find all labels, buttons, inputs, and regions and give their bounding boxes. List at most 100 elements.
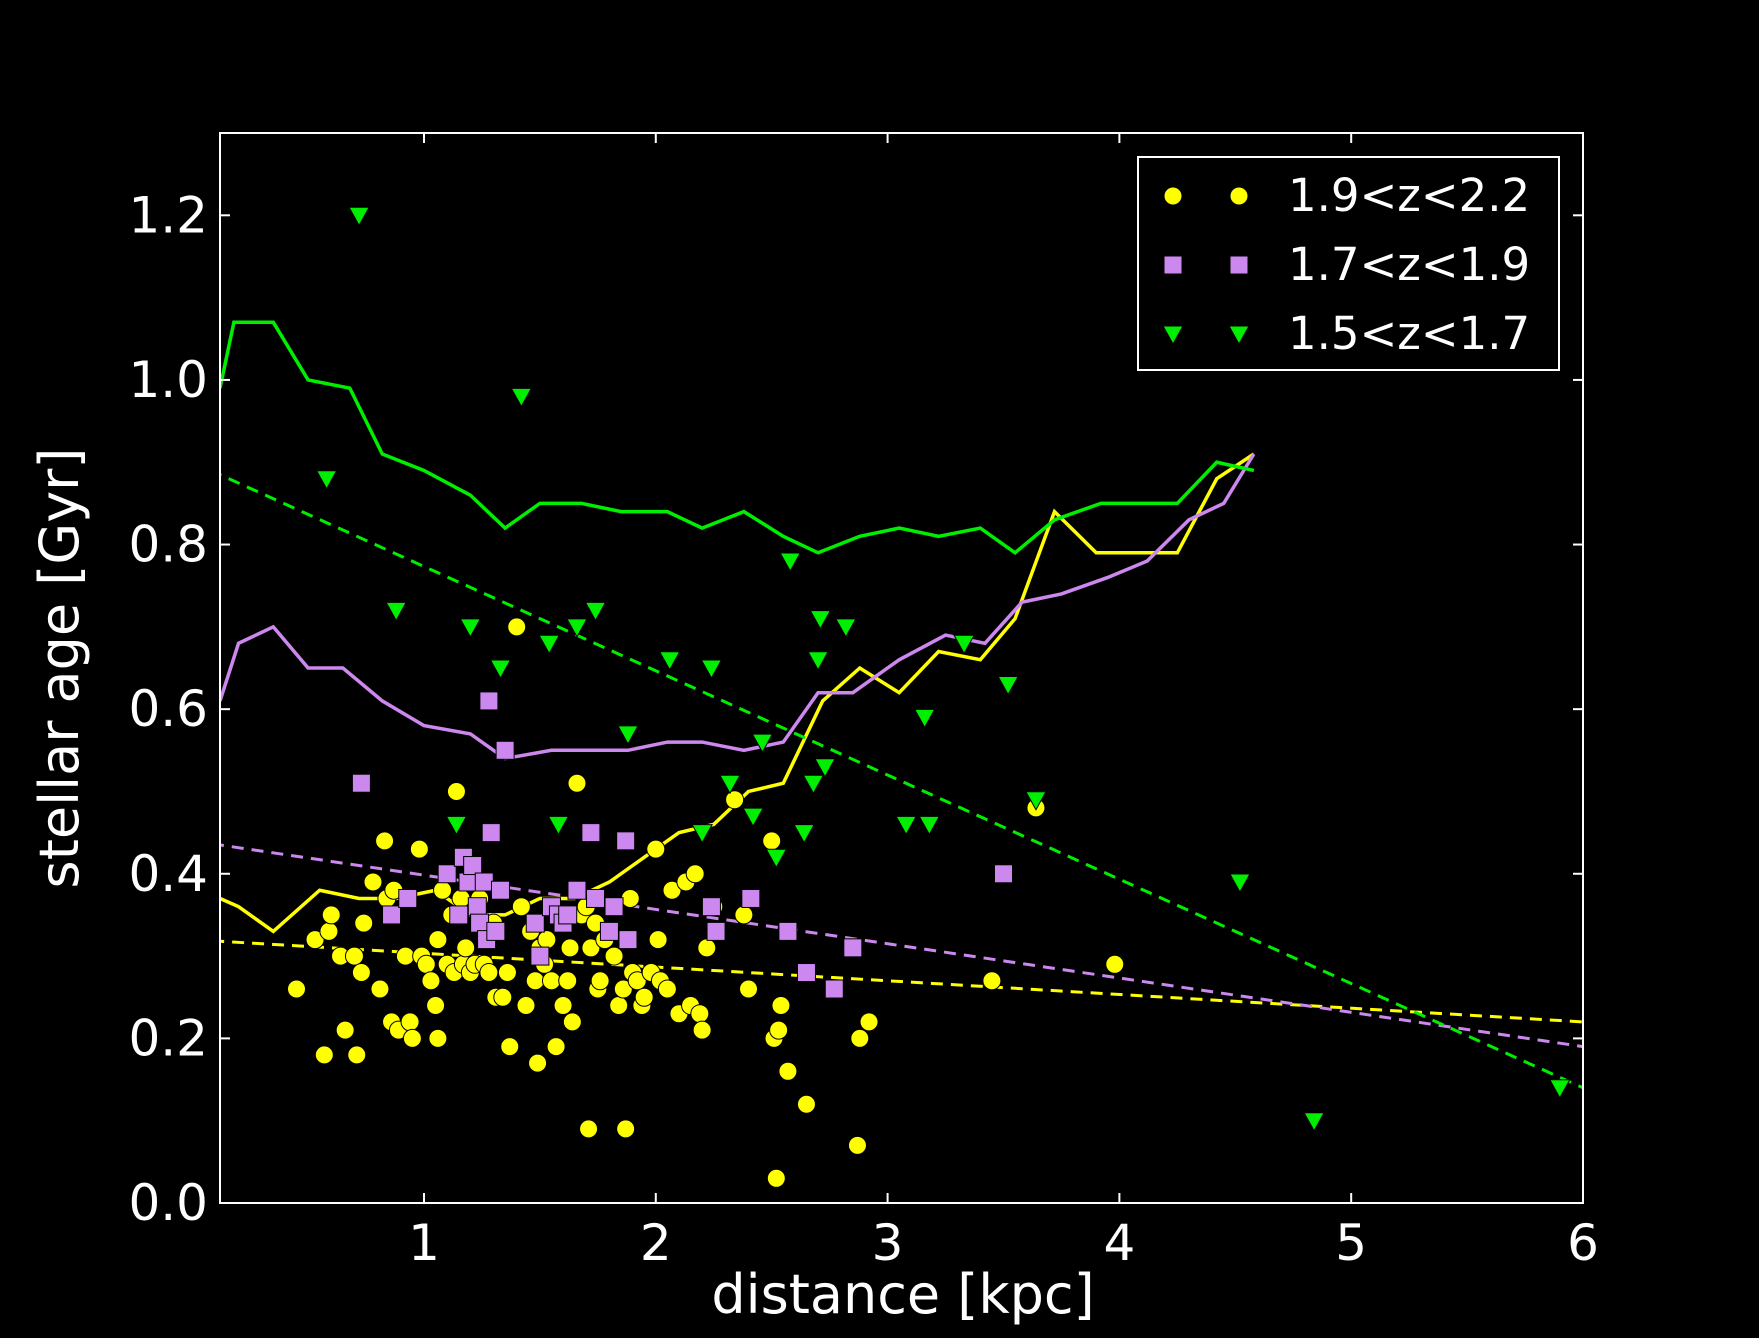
- legend-box: [1137, 156, 1560, 371]
- x-tick-label: 1: [408, 1214, 440, 1272]
- violet-data-point: [351, 773, 371, 793]
- green-data-point: [814, 758, 836, 778]
- ticks-layer: 1 2 3 4 5 6 0.0 0.2 0.4 0.6 0.8 1.0 1.2: [128, 133, 1599, 1272]
- violet-data-point: [530, 946, 550, 966]
- yellow-data-point: [646, 839, 666, 859]
- violet-data-point: [778, 921, 798, 941]
- yellow-data-point: [541, 971, 561, 991]
- yellow-data-point: [546, 1037, 566, 1057]
- yellow-data-point: [613, 979, 633, 999]
- yellow-data-point: [433, 880, 453, 900]
- green-data-point: [348, 206, 370, 227]
- yellow-data-point: [286, 979, 306, 999]
- yellow-data-point: [525, 971, 545, 991]
- legend-marker-green: [1228, 325, 1250, 346]
- violet-data-point: [495, 740, 515, 760]
- y-tick-label: 0.0: [128, 1174, 208, 1232]
- violet-data-point: [843, 938, 863, 958]
- violet-data-point: [616, 831, 636, 851]
- green-data-point: [691, 824, 713, 844]
- yellow-data-point: [451, 888, 471, 908]
- green-data-point: [809, 610, 832, 630]
- yellow-data-point: [850, 1028, 870, 1048]
- green-data-point: [1548, 1079, 1571, 1099]
- green-data-point: [617, 725, 639, 745]
- violet-data-point: [558, 905, 578, 925]
- yellow-data-point: [421, 971, 441, 991]
- green-data-point: [658, 651, 681, 671]
- yellow-data-point: [796, 1094, 816, 1114]
- yellow-data-point: [416, 954, 436, 974]
- yellow-data-point: [314, 1045, 334, 1065]
- yellow-data-point: [335, 1020, 355, 1040]
- yellow-data-point: [351, 963, 371, 983]
- green-data-point: [742, 807, 764, 828]
- legend-marker-violet: [1163, 255, 1183, 275]
- violet-data-point: [382, 905, 402, 925]
- violet-data-point: [618, 930, 638, 950]
- yellow-data-point: [982, 971, 1002, 991]
- yellow-data-point: [428, 1028, 448, 1048]
- violet-data-point: [525, 913, 545, 933]
- yellow-data-point: [409, 839, 429, 859]
- green-data-point: [997, 675, 1019, 696]
- yellow-data-point: [657, 979, 677, 999]
- yellow-data-point: [428, 930, 448, 950]
- green-data-point: [779, 552, 802, 573]
- violet-data-point: [479, 691, 499, 711]
- yellow-data-point: [456, 938, 476, 958]
- yellow-data-point: [537, 930, 557, 950]
- x-tick-label: 4: [1103, 1214, 1135, 1272]
- legend-marker-yellow: [1229, 186, 1249, 206]
- yellow-data-point: [400, 1012, 420, 1032]
- yellow-data-point: [634, 987, 654, 1007]
- yellow-data-point: [319, 921, 339, 941]
- violet-data-point: [567, 880, 587, 900]
- yellow-data-point: [479, 963, 499, 983]
- yellow-data-point: [627, 971, 647, 991]
- yellow-data-point: [493, 987, 513, 1007]
- yellow-data-point: [553, 995, 573, 1015]
- yellow-data-point: [516, 995, 536, 1015]
- yellow-data-point: [692, 1020, 712, 1040]
- violet-data-point: [474, 872, 494, 892]
- yellow-data-point: [725, 790, 745, 810]
- legend-label-violet: 1.7<z<1.9: [1288, 238, 1530, 291]
- violet-data-point: [437, 864, 457, 884]
- yellow-data-point: [697, 938, 717, 958]
- yellow-trend-line: [220, 939, 1583, 1024]
- yellow-data-point: [579, 1119, 599, 1139]
- violet-data-point: [599, 921, 619, 941]
- yellow-data-point: [766, 1168, 786, 1188]
- green-data-point: [835, 618, 857, 638]
- green-data-point: [913, 708, 936, 729]
- violet-data-point: [449, 905, 469, 925]
- violet-data-point: [581, 823, 601, 843]
- y-tick-label: 1.0: [128, 351, 208, 409]
- legend: 1.9<z<2.2 1.7<z<1.9 1.5<z<1.7: [1137, 156, 1560, 371]
- green-data-point: [1025, 791, 1047, 811]
- yellow-data-point: [847, 1135, 867, 1155]
- yellow-data-point: [511, 897, 531, 917]
- x-axis-label: distance [kpc]: [711, 1263, 1094, 1326]
- x-tick-label: 6: [1567, 1214, 1599, 1272]
- violet-data-point: [481, 823, 501, 843]
- yellow-data-point: [446, 781, 466, 801]
- yellow-data-point: [590, 971, 610, 991]
- yellow-data-point: [560, 938, 580, 958]
- green-data-point: [547, 815, 570, 836]
- legend-label-green: 1.5<z<1.7: [1288, 307, 1530, 360]
- axes-frame: [219, 132, 1584, 1204]
- yellow-data-point: [497, 963, 517, 983]
- yellow-data-point: [500, 1037, 520, 1057]
- yellow-data-point: [363, 872, 383, 892]
- x-tick-label: 5: [1335, 1214, 1367, 1272]
- yellow-data-point: [528, 1053, 548, 1073]
- green-data-point: [584, 601, 607, 622]
- y-tick-label: 1.2: [128, 186, 208, 244]
- yellow-data-point: [620, 888, 640, 908]
- legend-marker-violet: [1229, 255, 1249, 275]
- green-data-point: [1303, 1112, 1325, 1132]
- violet-data-point: [796, 963, 816, 983]
